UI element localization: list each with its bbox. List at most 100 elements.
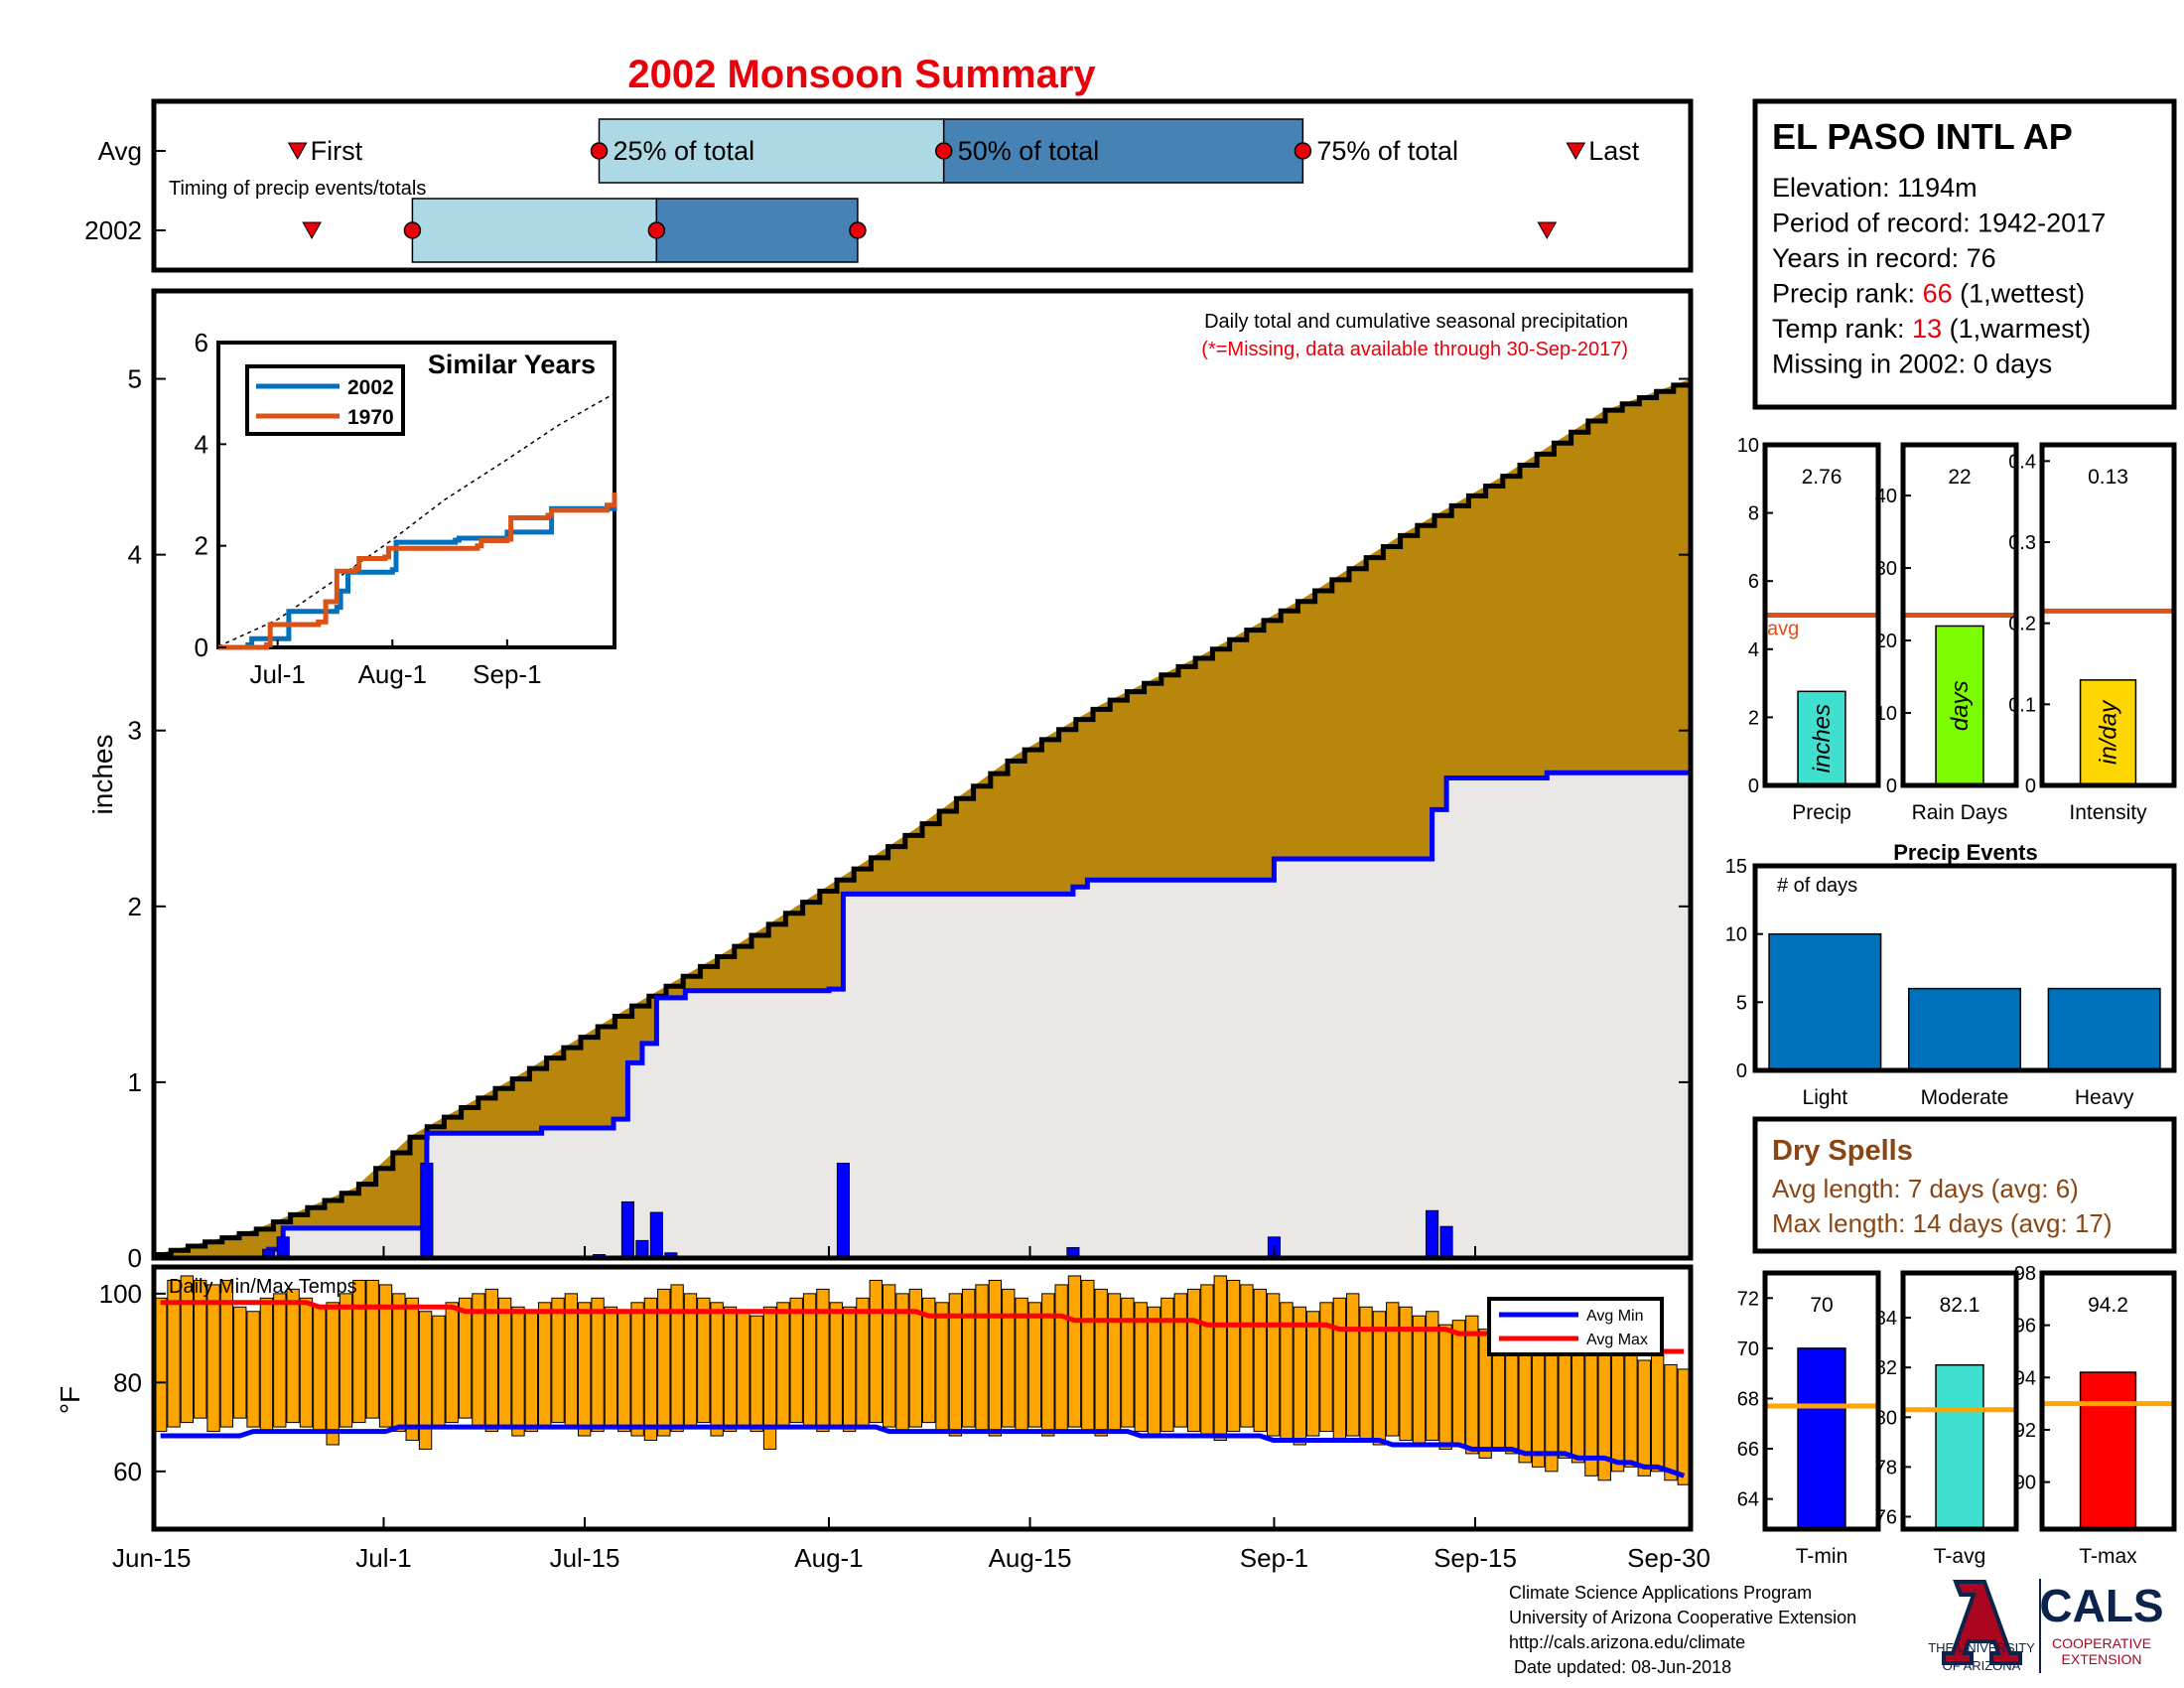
y2002-q25-q50-bar bbox=[411, 198, 658, 263]
avg-last-marker bbox=[1566, 142, 1586, 161]
daily-precip-bar bbox=[1439, 1225, 1453, 1259]
avg-q25-q50-bar bbox=[598, 118, 945, 184]
station-name: EL PASO INTL AP bbox=[1772, 116, 2073, 157]
station-line-label: Missing in 2002: 0 days bbox=[1772, 350, 2052, 379]
raindays-gauge-tick-label: 0 bbox=[1886, 775, 1897, 797]
avg-q25-marker bbox=[590, 142, 609, 160]
ua-logo-line2: OF ARIZONA bbox=[1943, 1658, 2021, 1673]
tavg-gauge-frame bbox=[1900, 1270, 2019, 1532]
tavg-gauge-tick-label: 80 bbox=[1875, 1407, 1897, 1429]
temp-range-bar bbox=[206, 1284, 220, 1433]
temp-range-bar bbox=[1173, 1293, 1187, 1428]
timing-row-label: Avg bbox=[98, 136, 142, 166]
temp-range-bar bbox=[194, 1279, 207, 1419]
temp-range-bar bbox=[922, 1297, 936, 1424]
tmin-gauge-tick-label: 66 bbox=[1737, 1439, 1759, 1461]
temp-range-bar bbox=[1399, 1306, 1413, 1442]
events-ylabel: # of days bbox=[1777, 875, 1857, 897]
temp-range-bar bbox=[697, 1297, 711, 1424]
temp-y-axis-label: °F bbox=[55, 1386, 85, 1414]
temp-range-bar bbox=[1386, 1302, 1400, 1437]
timing-panel: Avg 2002 Timing of precip events/totals Fir… bbox=[84, 98, 1694, 273]
temp-range-bar bbox=[445, 1302, 459, 1424]
temp-range-bar bbox=[1610, 1350, 1625, 1473]
temp-range-bar bbox=[643, 1297, 658, 1442]
temp-range-bar bbox=[710, 1302, 724, 1437]
temp-range-bar bbox=[762, 1306, 777, 1450]
temp-range-bar bbox=[1531, 1346, 1546, 1468]
temp-range-bar bbox=[1637, 1359, 1651, 1477]
precip-gauge-tick-label: 6 bbox=[1748, 571, 1759, 593]
temp-range-bar bbox=[908, 1288, 922, 1428]
events-tick-label: 10 bbox=[1725, 924, 1747, 946]
temp-range-bar bbox=[1426, 1311, 1439, 1442]
temp-range-bar bbox=[1438, 1324, 1452, 1450]
temp-range-bar bbox=[1332, 1297, 1347, 1442]
tmin-gauge-bar bbox=[1797, 1347, 1846, 1530]
inset-x-tick-label: Sep-1 bbox=[473, 659, 541, 689]
tmin-gauge: 64 66 68 70 72 70 T-min bbox=[1737, 1270, 1881, 1568]
raindays-gauge: 0 10 20 30 40 22 Rain Days days bbox=[1875, 442, 2019, 824]
footer-line-updated: Date updated: 08-Jun-2018 bbox=[1509, 1657, 1731, 1677]
precip-gauge-bar bbox=[1797, 690, 1846, 786]
temp-range-bar bbox=[365, 1279, 379, 1419]
tavg-gauge: 76 78 80 82 84 82.1 T-avg bbox=[1875, 1270, 2019, 1568]
temp-range-bar bbox=[829, 1302, 843, 1428]
temp-panel-title: Daily Min/Max Temps bbox=[169, 1276, 357, 1298]
tmax-gauge-tick-label: 96 bbox=[2014, 1316, 2036, 1337]
temp-range-bar bbox=[1121, 1297, 1135, 1428]
footer-line-extension: University of Arizona Cooperative Extens… bbox=[1509, 1608, 1856, 1627]
temp-range-bar bbox=[1253, 1288, 1267, 1433]
events-tick-label: 5 bbox=[1736, 992, 1747, 1014]
temp-range-bar bbox=[1081, 1279, 1095, 1433]
station-rank-suffix: (1,warmest) bbox=[1942, 314, 2091, 344]
station-line-label: Years in record: 76 bbox=[1772, 243, 1996, 273]
temp-range-bar bbox=[1147, 1306, 1161, 1437]
x-tick-label: Sep-1 bbox=[1240, 1543, 1308, 1573]
temp-range-bar bbox=[432, 1315, 446, 1428]
temp-range-bar bbox=[1346, 1293, 1360, 1437]
events-category-label: Light bbox=[1803, 1086, 1848, 1109]
precip-gauge-tick-label: 10 bbox=[1737, 435, 1759, 457]
y-tick-label: 4 bbox=[128, 540, 142, 570]
precip-gauge-value-label: 2.76 bbox=[1802, 466, 1843, 489]
temp-range-bar bbox=[1213, 1275, 1227, 1442]
cals-line1: COOPERATIVE bbox=[2052, 1635, 2151, 1651]
inset-y-tick-label: 0 bbox=[195, 633, 208, 662]
timing-caption: Timing of precip events/totals bbox=[169, 178, 426, 200]
temp-range-bar bbox=[484, 1288, 498, 1433]
temp-range-bar bbox=[1027, 1302, 1042, 1428]
avg-max-line bbox=[160, 1300, 1685, 1354]
temp-y-tick-label: 100 bbox=[99, 1279, 142, 1309]
avg-q75-marker bbox=[1294, 142, 1312, 160]
temp-range-bar bbox=[591, 1297, 605, 1433]
raindays-gauge-tick-label: 40 bbox=[1875, 486, 1897, 507]
temp-range-bar bbox=[339, 1293, 353, 1428]
y2002-q50-marker bbox=[647, 221, 666, 239]
inset-series-1970 bbox=[218, 492, 617, 650]
raindays-gauge-frame bbox=[1900, 442, 2019, 788]
y-tick-label: 1 bbox=[128, 1067, 142, 1097]
daily-precip-bar bbox=[836, 1162, 850, 1259]
temp-range-bar bbox=[1002, 1288, 1016, 1428]
precip-gauge-bar-text: inches bbox=[1809, 704, 1836, 773]
temp-range-bar bbox=[1107, 1293, 1122, 1433]
x-tick-label: Aug-15 bbox=[989, 1543, 1072, 1573]
temp-range-bar bbox=[326, 1302, 340, 1446]
raindays-gauge-category-label: Rain Days bbox=[1912, 801, 2008, 824]
temp-range-bar bbox=[1570, 1341, 1585, 1464]
temp-range-bar bbox=[776, 1302, 790, 1428]
temp-range-bar bbox=[1451, 1320, 1466, 1446]
daily-precip-bar bbox=[276, 1236, 290, 1259]
temp-range-bar bbox=[1372, 1311, 1387, 1446]
temp-range-bar bbox=[1505, 1341, 1519, 1455]
temp-range-bar bbox=[1067, 1275, 1082, 1428]
temp-range-bar bbox=[578, 1302, 592, 1437]
footer-credits: Climate Science Applications Program Uni… bbox=[1509, 1583, 1856, 1677]
temp-range-bar bbox=[418, 1311, 433, 1450]
cals-line2: EXTENSION bbox=[2062, 1651, 2142, 1667]
timing-label-q25: 25% of total bbox=[613, 136, 754, 166]
inset-x-tick-label: Aug-1 bbox=[358, 659, 427, 689]
y2002-first-marker bbox=[302, 221, 322, 240]
chart-annotation-note: (*=Missing, data available through 30-Se… bbox=[1201, 339, 1628, 360]
